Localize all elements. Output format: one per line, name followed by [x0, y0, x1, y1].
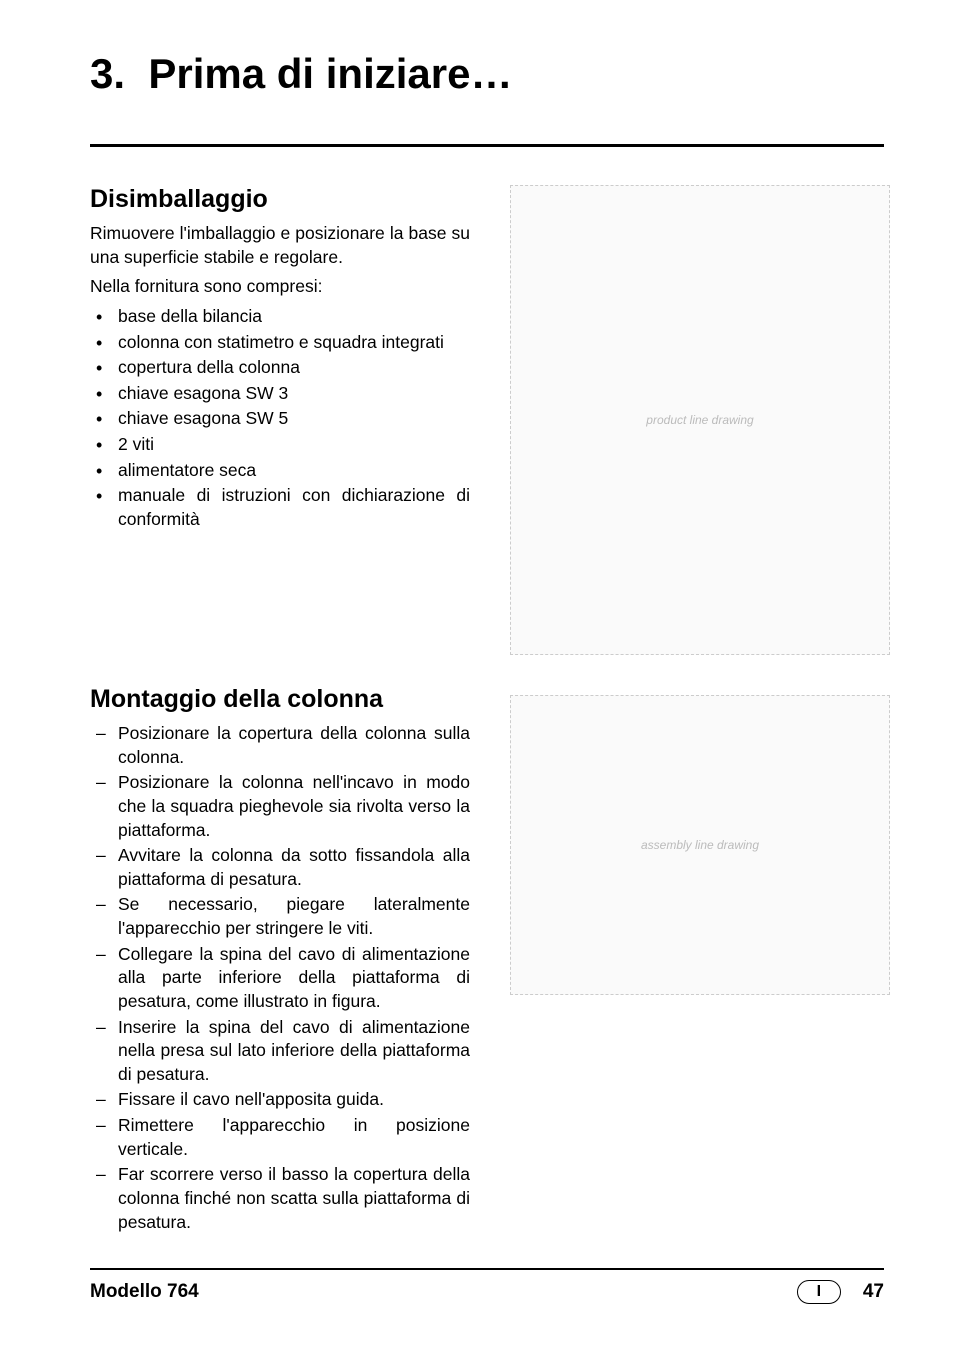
section1-text-column: Disimballaggio Rimuovere l'imballaggio e… [90, 185, 470, 655]
list-item: 2 viti [90, 433, 470, 457]
section-montaggio: Montaggio della colonna Posizionare la c… [90, 685, 884, 1236]
list-item: Avvitare la colonna da sotto fissandola … [90, 844, 470, 891]
list-item: Far scorrere verso il basso la copertura… [90, 1163, 470, 1234]
footer-right: I 47 [797, 1280, 884, 1304]
section2-figure-column: assembly line drawing [510, 685, 890, 1236]
list-item: Rimettere l'apparecchio in posizione ver… [90, 1114, 470, 1161]
footer-row: Modello 764 I 47 [90, 1280, 884, 1304]
list-item: Collegare la spina del cavo di alimentaz… [90, 943, 470, 1014]
list-item: copertura della colonna [90, 356, 470, 380]
chapter-title-text: Prima di iniziare… [148, 50, 512, 97]
figure-product-drawing: product line drawing [510, 185, 890, 655]
section2-heading: Montaggio della colonna [90, 685, 470, 714]
section2-step-list: Posizionare la copertura della colonna s… [90, 722, 470, 1234]
chapter-title: 3. Prima di iniziare… [90, 50, 884, 106]
section1-heading: Disimballaggio [90, 185, 470, 214]
list-item: base della bilancia [90, 305, 470, 329]
section-disimballaggio: Disimballaggio Rimuovere l'imballaggio e… [90, 185, 884, 655]
chapter-number: 3. [90, 50, 125, 97]
list-item: Fissare il cavo nell'apposita guida. [90, 1088, 470, 1112]
figure-assembly-drawing: assembly line drawing [510, 695, 890, 995]
section1-bullet-list: base della bilancia colonna con statimet… [90, 305, 470, 532]
page-footer: Modello 764 I 47 [90, 1268, 884, 1304]
footer-model: Modello 764 [90, 1281, 199, 1303]
language-badge: I [797, 1280, 841, 1304]
chapter-rule [90, 144, 884, 147]
section1-figure-column: product line drawing [510, 185, 890, 655]
section2-text-column: Montaggio della colonna Posizionare la c… [90, 685, 470, 1236]
list-item: chiave esagona SW 3 [90, 382, 470, 406]
list-item: Posizionare la colonna nell'incavo in mo… [90, 771, 470, 842]
list-item: manuale di istruzioni con dichiarazione … [90, 484, 470, 531]
list-item: chiave esagona SW 5 [90, 407, 470, 431]
list-item: alimentatore seca [90, 459, 470, 483]
list-item: Posizionare la copertura della colonna s… [90, 722, 470, 769]
list-item: colonna con statimetro e squadra integra… [90, 331, 470, 355]
section1-lead: Nella fornitura sono compresi: [90, 275, 470, 299]
document-page: 3. Prima di iniziare… Disimballaggio Rim… [0, 0, 954, 1352]
footer-rule [90, 1268, 884, 1270]
list-item: Se necessario, piegare lateralmente l'ap… [90, 893, 470, 940]
section1-intro: Rimuovere l'imballaggio e posizionare la… [90, 222, 470, 269]
page-number: 47 [863, 1281, 884, 1303]
list-item: Inserire la spina del cavo di alimentazi… [90, 1016, 470, 1087]
